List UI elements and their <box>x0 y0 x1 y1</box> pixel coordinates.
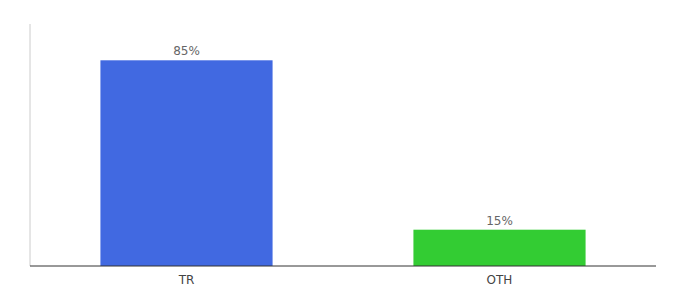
y-axis-line <box>30 24 31 266</box>
bars <box>100 60 585 266</box>
bar <box>413 230 585 266</box>
bar <box>100 60 272 266</box>
x-tick-label: OTH <box>487 273 513 287</box>
chart-container: 85% 15% TR OTH <box>0 0 680 300</box>
chart-svg: 85% 15% TR OTH <box>0 0 680 300</box>
x-tick-label: TR <box>178 273 195 287</box>
x-axis-line <box>30 266 656 267</box>
data-label: 85% <box>173 44 200 58</box>
data-label: 15% <box>486 214 513 228</box>
